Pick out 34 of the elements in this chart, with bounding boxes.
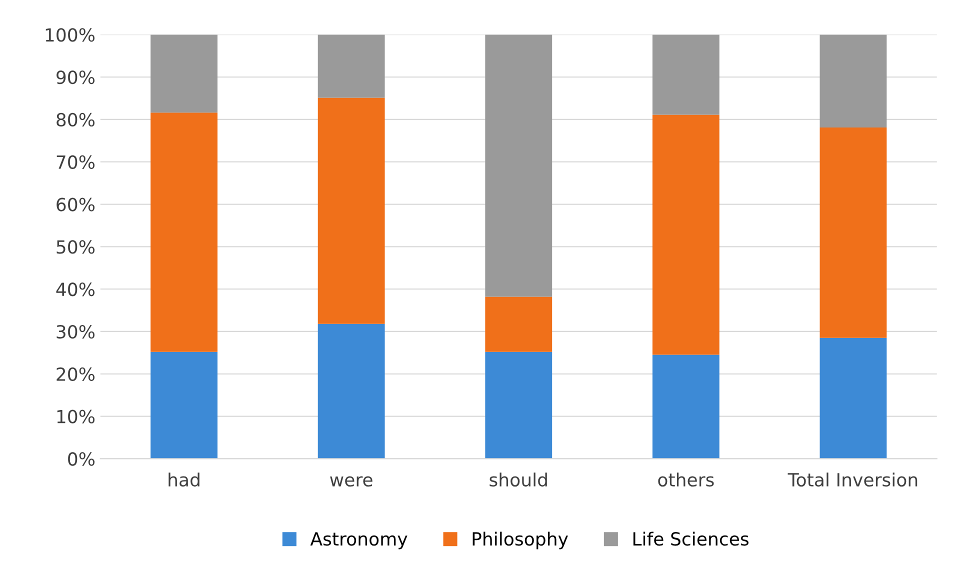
y-tick-label: 0% bbox=[68, 452, 95, 466]
bar bbox=[652, 354, 720, 459]
x-tick-label: had bbox=[168, 472, 200, 487]
bar bbox=[150, 34, 218, 113]
bar bbox=[485, 34, 552, 297]
bar bbox=[820, 338, 887, 459]
legend-label: Life Sciences bbox=[633, 532, 748, 546]
y-tick-label: 80% bbox=[56, 112, 95, 127]
y-tick-label: 30% bbox=[56, 324, 95, 339]
bar bbox=[652, 34, 720, 115]
y-tick-label: 20% bbox=[56, 367, 95, 382]
bar bbox=[485, 352, 552, 459]
y-tick-label: 50% bbox=[56, 240, 95, 254]
legend-label: Philosophy bbox=[472, 532, 568, 550]
bar bbox=[150, 112, 218, 352]
bar bbox=[318, 324, 385, 459]
bar bbox=[820, 34, 887, 128]
y-tick-label: 40% bbox=[56, 282, 95, 296]
legend-label: Astronomy bbox=[310, 532, 408, 550]
bar bbox=[318, 34, 385, 98]
x-tick-label: Total Inversion bbox=[788, 472, 918, 487]
bar bbox=[318, 98, 385, 324]
bar bbox=[150, 352, 218, 459]
y-tick-label: 90% bbox=[56, 70, 95, 84]
x-tick-label: were bbox=[330, 476, 372, 487]
y-tick-label: 100% bbox=[46, 28, 95, 42]
bar bbox=[820, 127, 887, 338]
bar bbox=[485, 296, 552, 352]
bar bbox=[652, 114, 720, 355]
y-tick-label: 70% bbox=[56, 155, 95, 169]
y-tick-label: 10% bbox=[57, 410, 95, 424]
y-tick-label: 60% bbox=[56, 198, 95, 212]
x-tick-label: should bbox=[490, 472, 547, 487]
x-tick-label: others bbox=[658, 472, 714, 487]
